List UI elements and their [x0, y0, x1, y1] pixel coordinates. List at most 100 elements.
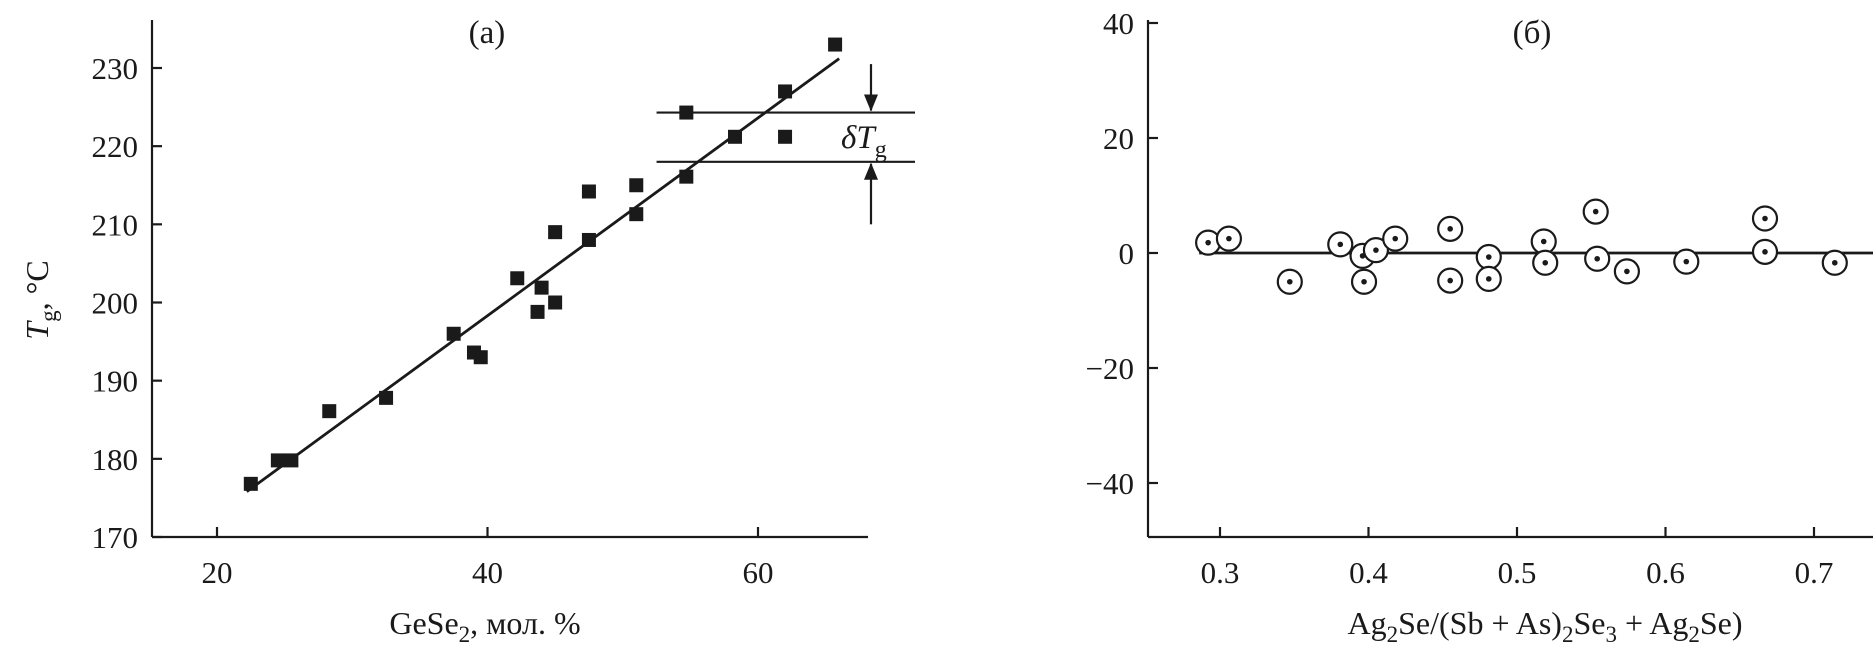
data-point: [243, 476, 258, 491]
marker-dot: [1831, 259, 1838, 266]
axis-title-part: Ag: [1348, 605, 1387, 641]
panel-a-y-axis-title: Tg, °C: [19, 260, 61, 339]
y-tick-label: 210: [92, 207, 139, 242]
marker-dot: [1485, 276, 1492, 282]
y-tick-label: 220: [92, 129, 139, 164]
x-tick-label: 0.7: [1795, 555, 1834, 590]
y-tick-label: 170: [92, 520, 139, 555]
axis-title-part: Se: [1573, 605, 1605, 641]
marker-dot: [1485, 254, 1492, 260]
panel-a-label: (a): [469, 15, 506, 51]
axis-title-part: Se/(Sb + As): [1398, 605, 1562, 641]
y-tick-label: −40: [1086, 466, 1134, 501]
axis-title-part: 3: [1605, 622, 1617, 647]
data-point: [1613, 258, 1640, 285]
x-tick-label: 0.3: [1201, 555, 1240, 590]
data-point: [379, 390, 394, 405]
x-tick-label: 40: [472, 555, 503, 590]
data-point: [446, 326, 461, 341]
panel-b-label: (б): [1513, 15, 1552, 51]
axis-title-part: Se): [1700, 605, 1743, 641]
y-tick-label: 20: [1103, 121, 1134, 156]
x-tick-label: 20: [202, 555, 233, 590]
data-point: [530, 304, 545, 319]
data-point: [1362, 237, 1390, 264]
data-point: [322, 404, 337, 419]
marker-dot: [1205, 239, 1211, 246]
data-point: [629, 207, 644, 222]
arrow-top-head: [864, 94, 878, 112]
y-tick-label: 180: [92, 442, 139, 477]
data-point: [548, 225, 563, 240]
data-point: [1751, 238, 1779, 265]
data-point: [778, 84, 793, 99]
delta-tg-label: δTg: [841, 120, 887, 163]
data-point: [1437, 215, 1464, 242]
marker-dot: [1447, 277, 1453, 284]
data-point: [1821, 249, 1848, 276]
marker-dot: [1762, 215, 1768, 222]
y-tick-label: −20: [1086, 351, 1134, 386]
data-point: [534, 280, 549, 295]
panel-a: (a) 20 40 60 170 180 190 200 210 220 230 δTg Tg, …: [19, 15, 915, 647]
axis-title-part: 2: [1387, 622, 1399, 647]
data-point: [581, 232, 596, 247]
data-point: [828, 37, 843, 52]
marker-dot: [1624, 268, 1630, 275]
data-point: [1582, 198, 1609, 225]
panel-b-ticks: 0.3 0.4 0.5 0.6 0.7 40 20 0 −20 −40: [1086, 6, 1834, 590]
data-point: [1751, 205, 1779, 232]
marker-dot: [1447, 226, 1453, 232]
data-point: [270, 453, 285, 468]
data-point: [1350, 268, 1378, 295]
panel-a-x-axis-title: GeSe2, мол. %: [389, 605, 580, 647]
data-point: [581, 184, 596, 199]
panel-b-points: [1195, 198, 1848, 295]
panel-b-x-axis-title: Ag2Se/(Sb + As)2Se3 + Ag2Se): [1348, 605, 1743, 647]
marker-dot: [1361, 278, 1367, 285]
panel-a-points: [243, 37, 843, 491]
panel-a-fit-line: [245, 57, 840, 493]
marker-dot: [1337, 241, 1344, 248]
marker-dot: [1592, 208, 1599, 215]
data-point: [1584, 245, 1611, 272]
marker-dot: [1762, 249, 1768, 255]
fit-line: [245, 57, 840, 493]
data-point: [728, 129, 743, 144]
data-point: [548, 295, 563, 310]
x-tick-label: 60: [743, 555, 774, 590]
axis-title-part: 2: [1562, 622, 1574, 647]
panel-a-ticks: 20 40 60 170 180 190 200 210 220 230: [92, 51, 774, 590]
marker-dot: [1542, 259, 1549, 266]
data-point: [1215, 225, 1243, 252]
x-tick-label: 0.5: [1498, 555, 1537, 590]
arrow-bottom-head: [864, 162, 878, 180]
y-tick-label: 0: [1119, 236, 1135, 271]
x-tick-label: 0.4: [1349, 555, 1388, 590]
marker-dot: [1286, 278, 1293, 285]
data-point: [629, 178, 644, 193]
data-point: [1673, 248, 1700, 275]
y-tick-label: 190: [92, 364, 139, 399]
data-point: [679, 169, 694, 184]
y-tick-label: 200: [92, 286, 139, 321]
data-point: [1532, 249, 1559, 276]
y-tick-label: 230: [92, 51, 139, 86]
y-tick-label: 40: [1103, 6, 1134, 41]
data-point: [1382, 225, 1409, 252]
data-point: [1475, 243, 1502, 271]
data-point: [1327, 231, 1354, 258]
marker-dot: [1373, 247, 1379, 253]
data-point: [510, 271, 525, 286]
data-point: [1276, 268, 1303, 295]
data-point: [284, 453, 299, 468]
axis-title-part: 2: [1688, 622, 1700, 647]
data-point: [1437, 267, 1464, 294]
data-point: [1475, 265, 1502, 292]
axis-title-part: + Ag: [1617, 605, 1688, 641]
x-tick-label: 0.6: [1646, 555, 1685, 590]
data-point: [778, 129, 793, 144]
data-point: [473, 350, 488, 365]
